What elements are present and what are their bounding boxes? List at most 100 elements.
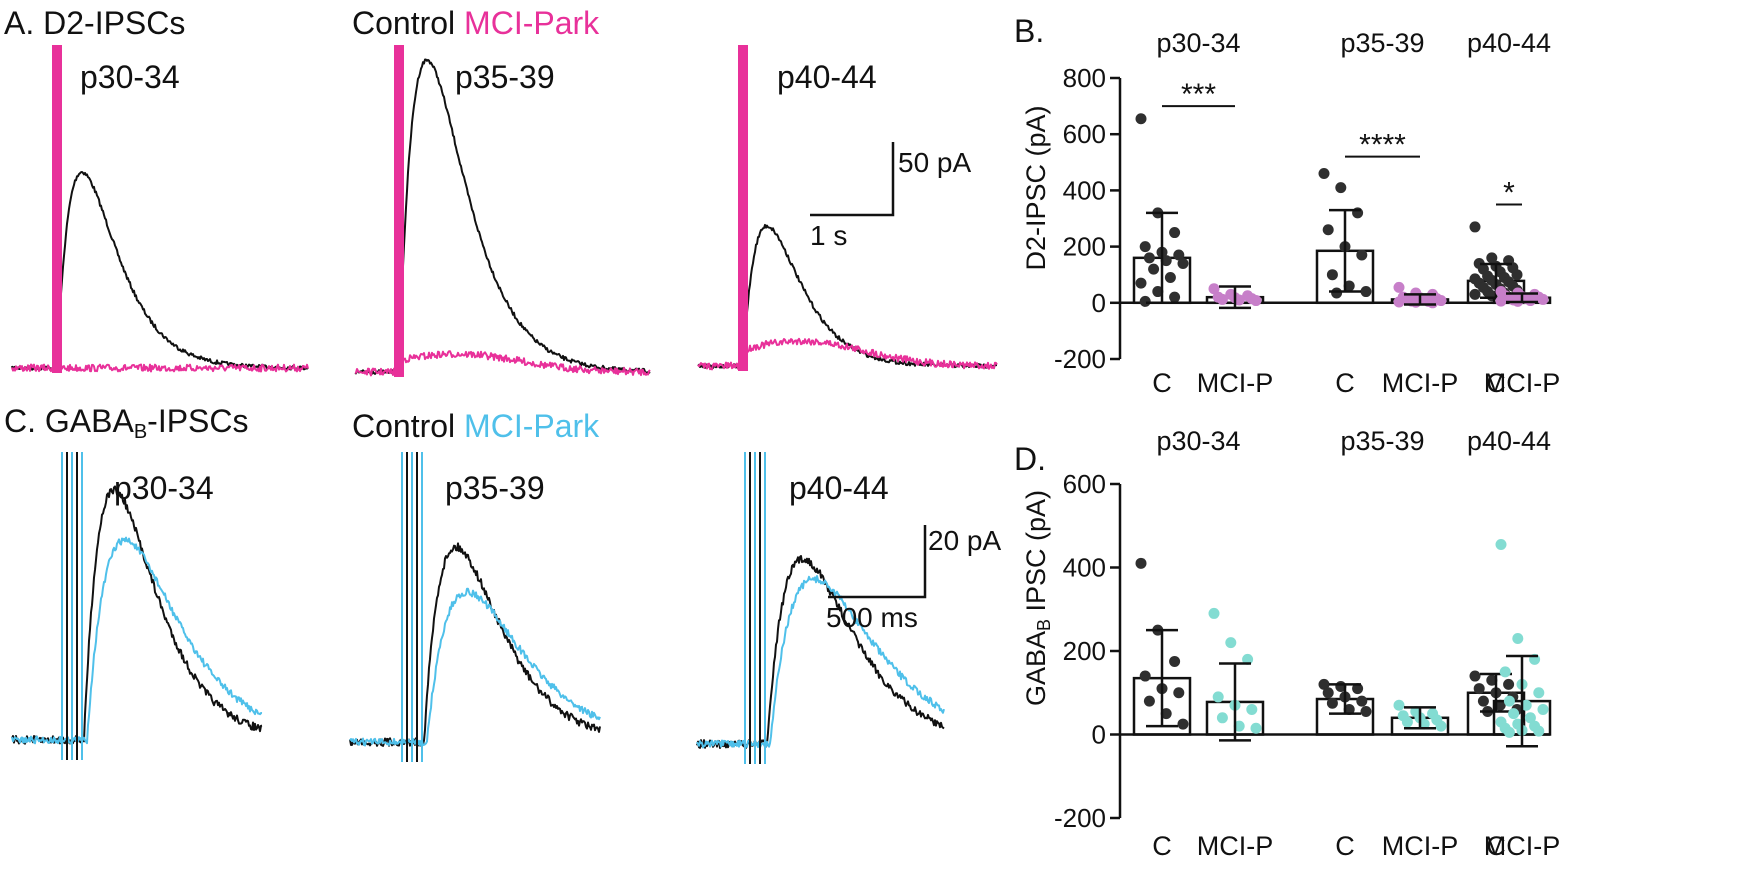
data-point <box>1208 283 1220 295</box>
data-point <box>1326 697 1338 709</box>
data-point <box>1477 695 1489 707</box>
data-point <box>1343 703 1355 715</box>
data-point <box>1242 653 1254 665</box>
data-point <box>1495 295 1507 307</box>
stimulus-artifact <box>394 45 404 377</box>
data-point <box>1360 286 1372 298</box>
y-tick-label: 0 <box>1092 720 1106 750</box>
group-label: p40-44 <box>1467 426 1551 456</box>
category-label: MCI-P <box>1484 368 1561 398</box>
data-point <box>1233 294 1245 306</box>
category-label: C <box>1152 831 1172 861</box>
category-label: MCI-P <box>1197 831 1274 861</box>
mci-trace <box>696 575 945 749</box>
data-point <box>1393 699 1405 711</box>
data-point <box>1135 113 1147 125</box>
data-point <box>1356 249 1368 261</box>
y-tick-label: 400 <box>1063 175 1106 205</box>
data-point <box>1250 722 1262 734</box>
data-point <box>1508 708 1520 720</box>
panel-a-age-3: p40-44 <box>777 59 877 95</box>
data-point <box>1152 286 1164 298</box>
stimulus-artifact <box>52 45 62 373</box>
data-point <box>1139 241 1151 253</box>
y-tick-label: -200 <box>1054 344 1106 374</box>
data-point <box>1335 182 1347 194</box>
mci-trace <box>349 587 601 747</box>
data-point <box>1524 295 1536 307</box>
panel-c-age-3: p40-44 <box>789 470 889 506</box>
data-point <box>1469 221 1481 233</box>
data-point <box>1533 687 1545 699</box>
group-label: p30-34 <box>1156 28 1240 58</box>
category-label: MCI-P <box>1197 368 1274 398</box>
data-point <box>1322 224 1334 236</box>
data-point <box>1139 670 1151 682</box>
data-point <box>1512 632 1524 644</box>
category-label: C <box>1335 831 1355 861</box>
data-point <box>1435 295 1447 307</box>
data-point <box>1524 712 1536 724</box>
panel-d-letter: D. <box>1014 441 1046 477</box>
data-point <box>1173 249 1185 261</box>
significance-stars: *** <box>1181 78 1216 111</box>
panel-c-scale-y: 20 pA <box>928 525 1001 556</box>
data-point <box>1503 695 1515 707</box>
data-point <box>1250 295 1262 307</box>
mci-trace <box>11 536 263 745</box>
data-point <box>1520 699 1532 711</box>
data-point <box>1326 269 1338 281</box>
data-point <box>1169 227 1181 239</box>
data-point <box>1503 678 1515 690</box>
data-point <box>1225 637 1237 649</box>
data-point <box>1469 670 1481 682</box>
data-point <box>1143 252 1155 264</box>
category-label: C <box>1486 368 1506 398</box>
panel-c-age-1: p30-34 <box>114 470 214 506</box>
y-tick-label: 800 <box>1063 63 1106 93</box>
data-point <box>1331 287 1343 299</box>
data-point <box>1473 683 1485 695</box>
panel-d-ylabel: GABAB IPSC (pA) <box>1021 490 1054 706</box>
data-point <box>1246 703 1258 715</box>
data-point <box>1169 291 1181 303</box>
data-point <box>1401 716 1413 728</box>
panel-c-scale-bar <box>828 525 927 599</box>
data-point <box>1418 718 1430 730</box>
panel-a-title: A. D2-IPSCs <box>4 5 185 41</box>
y-tick-label: 200 <box>1063 636 1106 666</box>
data-point <box>1537 703 1549 715</box>
panel-c-age-2: p35-39 <box>445 470 545 506</box>
group-label: p35-39 <box>1340 426 1424 456</box>
y-tick-label: -200 <box>1054 803 1106 833</box>
significance-stars: * <box>1503 176 1515 209</box>
data-point <box>1343 280 1355 292</box>
data-point <box>1499 666 1511 678</box>
y-tick-label: 200 <box>1063 232 1106 262</box>
data-point <box>1160 255 1172 267</box>
data-point <box>1318 678 1330 690</box>
group-label: p40-44 <box>1467 28 1551 58</box>
data-point <box>1139 295 1151 307</box>
panel-b-letter: B. <box>1014 13 1044 49</box>
control-trace <box>11 485 263 745</box>
data-point <box>1169 655 1181 667</box>
panel-b-ylabel: D2-IPSC (pA) <box>1021 105 1051 270</box>
data-point <box>1533 725 1545 737</box>
y-tick-label: 0 <box>1092 288 1106 318</box>
panel-c-traces <box>11 452 945 764</box>
panel-a-legend: Control MCI-Park <box>352 5 600 41</box>
mci-trace <box>354 350 651 377</box>
significance-stars: **** <box>1359 129 1406 162</box>
data-point <box>1435 720 1447 732</box>
panel-a-scale-y: 50 pA <box>898 147 971 178</box>
data-point <box>1216 712 1228 724</box>
data-point <box>1212 691 1224 703</box>
data-point <box>1393 281 1405 293</box>
data-point <box>1135 557 1147 569</box>
panel-c-title: C. GABAB-IPSCs <box>4 403 249 443</box>
data-point <box>1318 168 1330 180</box>
data-point <box>1216 293 1228 305</box>
